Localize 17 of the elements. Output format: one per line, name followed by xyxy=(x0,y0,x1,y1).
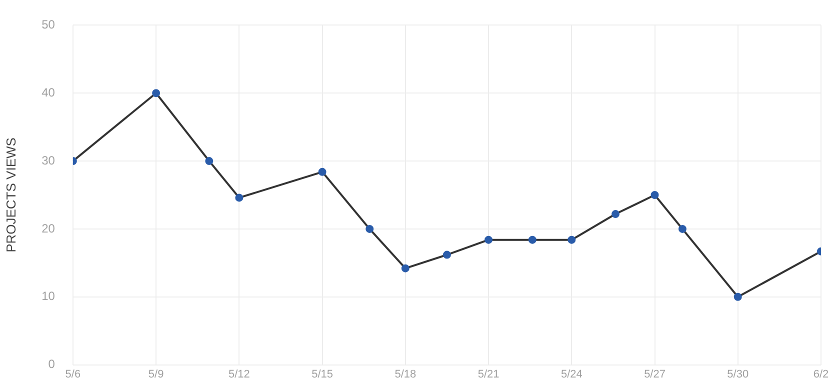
x-tick-label: 5/6 xyxy=(65,368,81,380)
x-tick-label: 6/2 xyxy=(813,368,829,380)
x-tick-label: 5/18 xyxy=(394,368,416,380)
x-tick-label: 5/15 xyxy=(312,368,334,380)
y-tick-label: 50 xyxy=(42,18,56,32)
y-axis-title: PROJECTS VIEWS xyxy=(3,137,18,252)
x-tick-label: 5/24 xyxy=(560,368,582,380)
x-tick-label: 5/27 xyxy=(644,368,666,380)
y-tick-label: 20 xyxy=(42,221,56,236)
x-tick-label: 5/12 xyxy=(228,368,250,380)
y-tick-label: 0 xyxy=(48,357,56,372)
y-tick-label: 40 xyxy=(42,85,56,100)
x-tick-label: 5/30 xyxy=(727,368,749,380)
x-tick-label: 5/21 xyxy=(478,368,500,380)
y-tick-label: 30 xyxy=(42,153,56,168)
x-tick-label: 5/9 xyxy=(148,368,164,380)
y-tick-label: 10 xyxy=(42,289,56,304)
